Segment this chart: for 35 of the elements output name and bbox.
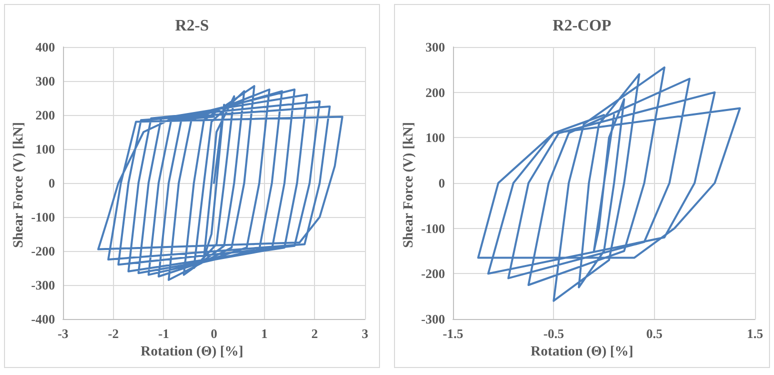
x-tick-label: 0 — [210, 326, 218, 341]
x-tick-label: -1.5 — [442, 326, 464, 341]
y-tick-label: 200 — [36, 108, 55, 122]
x-tick-label: 3 — [362, 326, 369, 341]
y-axis-title: Shear Force (V) [kN] — [12, 122, 26, 248]
y-tick-label: -100 — [421, 220, 445, 236]
y-tick-label: 100 — [36, 142, 55, 156]
x-tick-label: -3 — [58, 326, 69, 341]
y-tick-label: 200 — [426, 84, 445, 100]
y-tick-label: -300 — [421, 312, 445, 326]
y-tick-label: -200 — [31, 244, 55, 258]
y-tick-label: 0 — [48, 176, 55, 190]
chart-title: R2-COP — [552, 18, 612, 34]
x-axis-title: Rotation (Θ) [%] — [140, 344, 244, 360]
y-tick-label: -300 — [31, 278, 55, 292]
y-tick-label: 0 — [438, 176, 445, 190]
y-tick-label: 300 — [36, 74, 55, 88]
x-tick-label: -0.5 — [543, 326, 564, 341]
y-tick-label: -100 — [31, 210, 55, 224]
x-tick-label: -2 — [108, 326, 119, 341]
x-tick-label: 2 — [311, 326, 318, 341]
chart-title: R2-S — [175, 18, 209, 34]
y-tick-label: 400 — [36, 40, 55, 54]
y-tick-label: -200 — [421, 266, 445, 282]
y-tick-label: -400 — [31, 312, 55, 326]
x-tick-label: 1 — [261, 326, 268, 341]
line-series — [97, 85, 344, 281]
x-tick-label: 0.5 — [646, 326, 663, 341]
y-tick-label: 100 — [426, 130, 445, 146]
x-axis-title: Rotation (Θ) [%] — [530, 344, 634, 360]
line-series — [477, 66, 741, 302]
y-axis-title: Shear Force (V) [kN] — [402, 122, 416, 248]
x-tick-label: -1 — [158, 326, 170, 341]
y-tick-label: 300 — [426, 40, 445, 54]
x-tick-label: 1.5 — [746, 326, 764, 341]
